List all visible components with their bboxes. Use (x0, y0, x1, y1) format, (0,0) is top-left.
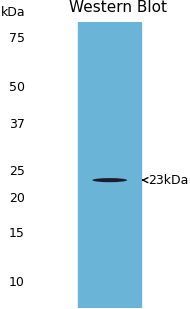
Text: 23kDa: 23kDa (142, 174, 189, 187)
Bar (78, 22, 141, 308)
Ellipse shape (92, 178, 127, 182)
Text: kDa: kDa (1, 6, 26, 19)
Text: Western Blot: Western Blot (69, 0, 167, 15)
